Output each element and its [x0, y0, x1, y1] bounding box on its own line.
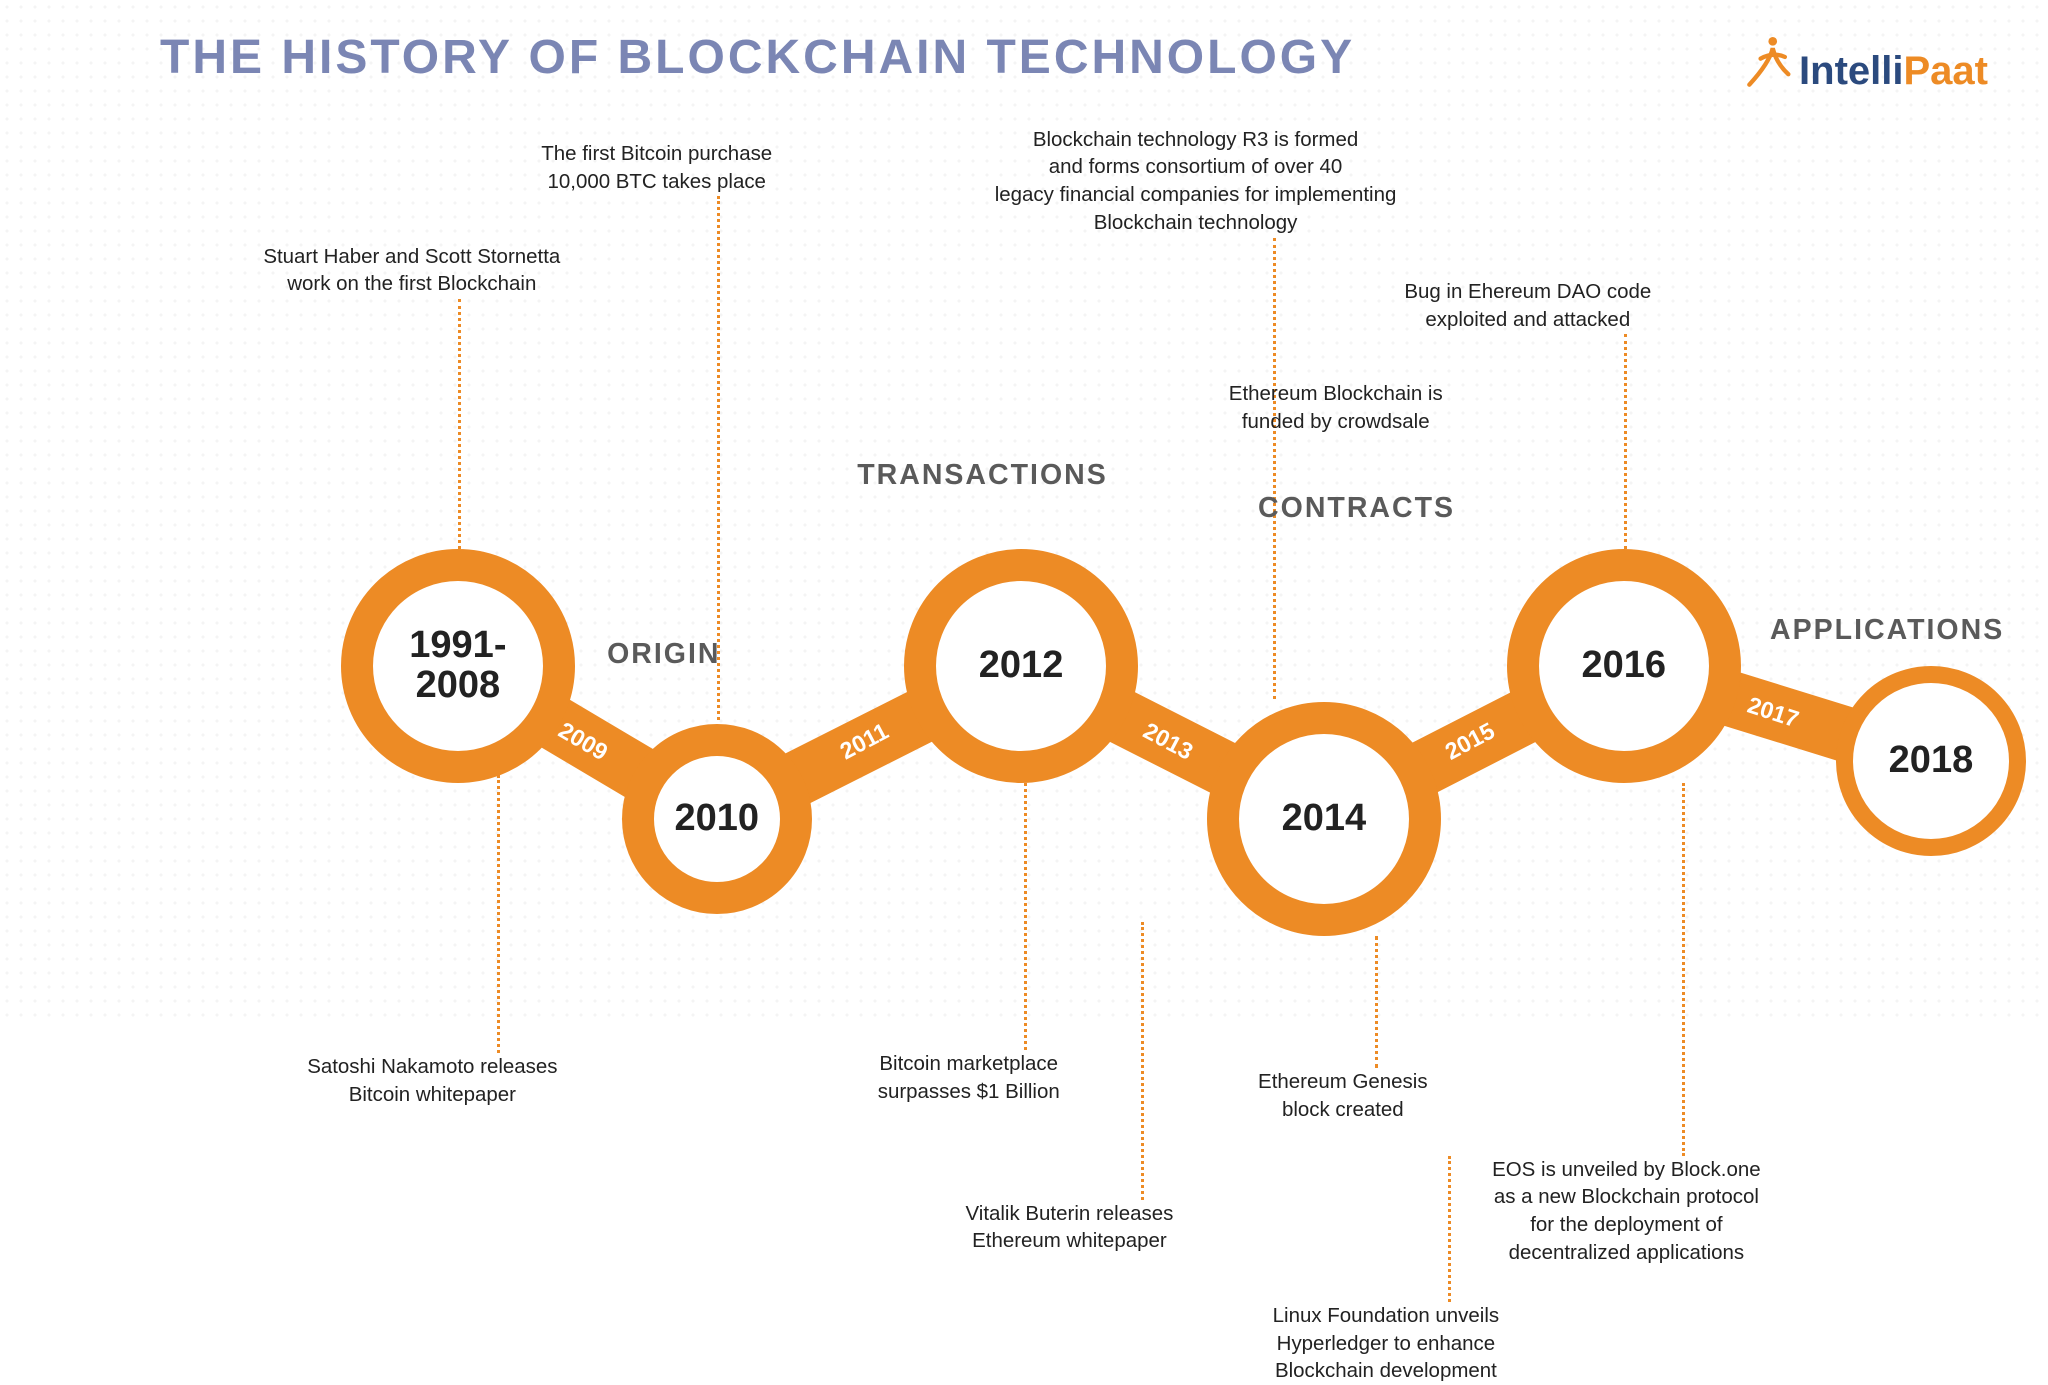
timeline-year-node: 2014	[1207, 702, 1441, 936]
year-label: 2010	[674, 799, 759, 839]
event-annotation: Bitcoin marketplace surpasses $1 Billion	[878, 1050, 1060, 1105]
annotation-leader-line	[1273, 238, 1276, 699]
event-annotation: Blockchain technology R3 is formed and f…	[995, 126, 1397, 237]
annotation-leader-line	[1448, 1156, 1451, 1302]
phase-label: ORIGIN	[607, 638, 720, 671]
annotation-leader-line	[458, 299, 461, 549]
event-annotation: EOS is unveiled by Block.one as a new Bl…	[1492, 1156, 1761, 1267]
event-annotation: Vitalik Buterin releases Ethereum whitep…	[965, 1200, 1173, 1255]
annotation-leader-line	[1024, 783, 1027, 1051]
annotation-leader-line	[1682, 783, 1685, 1156]
year-label: 2016	[1581, 646, 1666, 686]
year-label: 2012	[979, 646, 1064, 686]
event-annotation: Ethereum Blockchain is funded by crowdsa…	[1229, 380, 1443, 435]
timeline-year-node: 2012	[904, 549, 1138, 783]
annotation-leader-line	[1624, 334, 1627, 549]
timeline-year-node: 2016	[1507, 549, 1741, 783]
year-label: 2018	[1889, 741, 1974, 781]
year-label: 2014	[1282, 799, 1367, 839]
annotation-leader-line	[497, 775, 500, 1053]
timeline-year-node: 2018	[1836, 666, 2026, 856]
timeline-year-node: 1991- 2008	[341, 549, 575, 783]
event-annotation: Ethereum Genesis block created	[1258, 1068, 1428, 1123]
phase-label: TRANSACTIONS	[857, 459, 1108, 492]
phase-label: CONTRACTS	[1258, 492, 1455, 525]
event-annotation: Stuart Haber and Scott Stornetta work on…	[263, 243, 560, 298]
timeline-year-node: 2010	[622, 724, 812, 914]
event-annotation: Linux Foundation unveils Hyperledger to …	[1273, 1302, 1499, 1385]
annotation-leader-line	[1141, 922, 1144, 1200]
event-annotation: Satoshi Nakamoto releases Bitcoin whitep…	[307, 1053, 557, 1108]
phase-label: APPLICATIONS	[1770, 614, 2004, 647]
event-annotation: The first Bitcoin purchase 10,000 BTC ta…	[541, 140, 772, 195]
annotation-leader-line	[1375, 936, 1378, 1068]
year-label: 1991- 2008	[409, 626, 506, 706]
event-annotation: Bug in Ehereum DAO code exploited and at…	[1404, 278, 1651, 333]
